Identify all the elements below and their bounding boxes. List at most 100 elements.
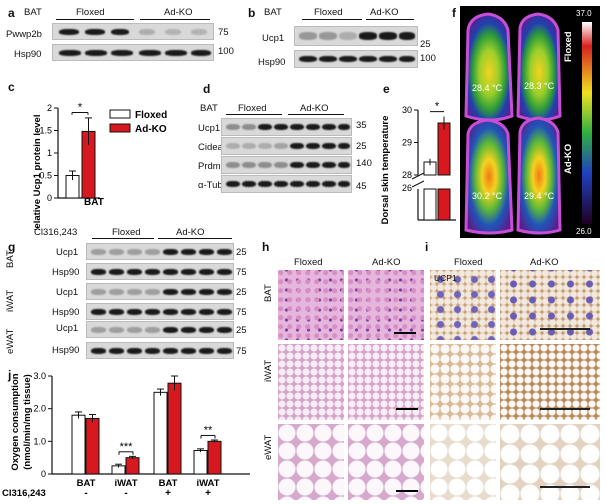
legend-swatch-floxed <box>109 109 131 119</box>
bar-chart-c: Relative Ucp1 protein level 00.511.52 * … <box>32 102 167 231</box>
western-blot <box>86 342 234 359</box>
treatment-value: - <box>124 488 127 499</box>
group-label-floxed: Floxed <box>76 7 105 18</box>
bar-lower <box>437 188 451 221</box>
y-tick-label: 28 <box>402 170 412 180</box>
micrograph <box>348 424 424 500</box>
western-blot <box>294 26 418 46</box>
bar <box>167 382 182 475</box>
treatment-value: + <box>205 488 211 499</box>
mw-marker: 25 <box>420 39 431 50</box>
western-blot <box>221 137 352 155</box>
mw-marker: 25 <box>236 247 247 258</box>
western-blot <box>86 303 234 320</box>
bar <box>125 457 140 475</box>
panel-letter: b <box>248 6 256 20</box>
temperature-readout: 28.3 °C <box>524 81 555 91</box>
column-label: Floxed <box>454 257 483 268</box>
mw-marker: 25 <box>356 141 367 152</box>
row-label: Prdm16 <box>198 161 232 172</box>
y-axis-label: Dorsal skin temperature <box>380 116 391 225</box>
mw-marker: 75 <box>236 267 247 278</box>
x-tick-label: iWAT <box>196 478 219 489</box>
panel-letter: g <box>8 240 16 254</box>
treatment-label: Cl316,243 <box>2 488 46 499</box>
micrograph <box>500 270 600 340</box>
row-label: Ucp1 <box>198 123 221 134</box>
y-tick-label: 1.5 <box>39 126 52 136</box>
tissue-label: BAT <box>5 250 16 268</box>
axis-break <box>411 172 425 180</box>
micrograph <box>278 344 344 420</box>
bar-chart-j: Oxygen consumption (nmol/min/mg tissue) … <box>2 371 250 499</box>
legend-adko: Ad-KO <box>135 124 167 135</box>
y-tick-label: 29 <box>402 138 412 148</box>
mw-marker: 100 <box>218 46 234 57</box>
tissue-label: iWAT <box>5 289 16 312</box>
micrograph <box>430 270 496 340</box>
tissue-label: BAT <box>264 7 282 18</box>
row-label: Hsp90 <box>258 57 286 68</box>
mw-marker: 25 <box>236 287 247 298</box>
x-tick-label: BAT <box>159 478 178 489</box>
temperature-readout: 29.4 °C <box>524 191 555 201</box>
micrograph <box>430 344 496 420</box>
western-blot <box>86 283 234 300</box>
bar <box>207 440 222 475</box>
y-axis-label: Oxygen consumption <box>10 373 21 470</box>
group-label-adko: Ad-KO <box>300 103 329 114</box>
micrograph <box>348 270 424 340</box>
column-label: Ad-KO <box>530 257 559 268</box>
row-label: Cidea <box>198 142 223 153</box>
treatment-value: - <box>84 488 87 499</box>
micrograph <box>500 424 600 500</box>
panel-letter: d <box>203 82 211 96</box>
bar <box>85 417 100 475</box>
temperature-readout: 28.4 °C <box>472 83 503 93</box>
row-label: BAT <box>263 284 274 302</box>
tissue-label: BAT <box>200 103 218 114</box>
bar <box>437 122 451 176</box>
y-tick-label: 1.0 <box>33 436 46 446</box>
x-axis-label: BAT <box>84 197 104 208</box>
significance-marker: * <box>435 101 440 113</box>
legend-floxed: Floxed <box>135 110 167 121</box>
panel-letter: i <box>425 240 429 254</box>
row-label: eWAT <box>263 434 274 460</box>
row-label: Ad-KO <box>563 143 574 174</box>
y-tick-label: 30 <box>402 105 412 115</box>
temperature-readout: 30.2 °C <box>472 191 503 201</box>
mw-marker: 25 <box>236 325 247 336</box>
bar-chart-e: Dorsal skin temperature 30 29 28 26 * <box>380 101 456 225</box>
row-label: Pwwp2b <box>6 29 42 40</box>
mw-marker: 75 <box>236 346 247 357</box>
panel-letter: c <box>8 80 15 94</box>
tissue-label: BAT <box>24 7 42 18</box>
group-label-adko: Ad-KO <box>164 7 193 18</box>
axis-break <box>411 180 425 188</box>
bar <box>153 391 168 475</box>
row-label: Ucp1 <box>56 287 79 298</box>
bar <box>71 414 86 475</box>
western-blot <box>86 263 234 280</box>
mw-marker: 45 <box>356 181 367 192</box>
group-label-floxed: Floxed <box>238 103 267 114</box>
column-label: Ad-KO <box>372 257 401 268</box>
y-tick-label: 0 <box>41 469 46 479</box>
treatment-value: + <box>165 488 171 499</box>
micrograph <box>278 270 344 340</box>
row-label: Ucp1 <box>56 323 79 334</box>
panel-letter: a <box>8 6 15 20</box>
thermal-image: 28.4 °C 28.3 °C 30.2 °C 29.4 °C Floxed A… <box>460 6 600 238</box>
mw-marker: 75 <box>236 307 247 318</box>
panel-letter: h <box>262 240 270 254</box>
group-label-adko: Ad-KO <box>176 227 205 238</box>
micrograph <box>430 424 496 500</box>
y-tick-label: 0 <box>47 193 52 203</box>
mw-marker: 75 <box>218 27 229 38</box>
micrograph <box>500 344 600 420</box>
legend-swatch-adko <box>109 123 131 133</box>
panel-letter: j <box>8 368 12 382</box>
scale-min: 26.0 <box>576 227 592 236</box>
x-tick-label: BAT <box>77 478 96 489</box>
